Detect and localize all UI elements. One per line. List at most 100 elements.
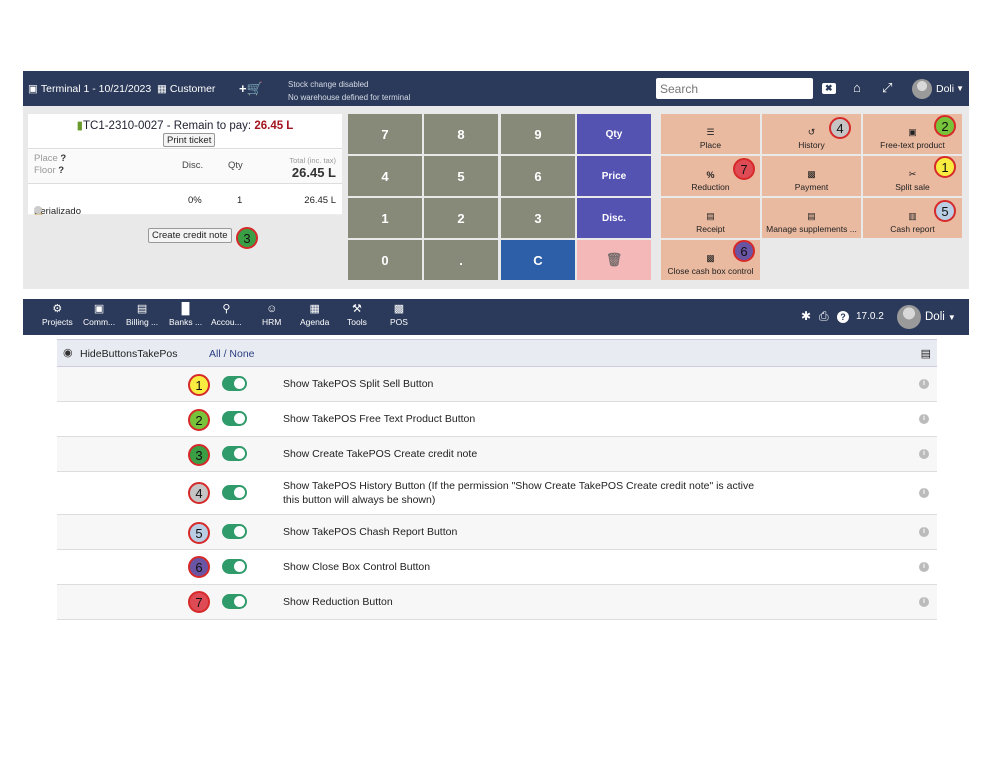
money-icon: ▩ (807, 169, 816, 179)
wrench-icon: ⚒ (351, 303, 362, 315)
qty-button[interactable]: Qty (577, 114, 651, 154)
menu-projects[interactable]: ⚙ Projects (42, 302, 73, 327)
menu-hrm[interactable]: ☺ HRM (262, 302, 281, 327)
toggle-on-switch[interactable] (222, 411, 247, 426)
row-badge-7: 7 (188, 591, 210, 613)
pos-topbar: ▣ Terminal 1 - 10/21/2023 ▦ Customer +🛒 … (23, 71, 969, 106)
row-badge-2: 2 (188, 409, 210, 431)
version-label: 17.0.2 (856, 311, 884, 322)
permission-row: 1 Show TakePOS Split Sell Button i (57, 367, 937, 402)
delete-line-button[interactable]: 🗑 (577, 240, 651, 280)
menu-commercial[interactable]: ▣ Comm... (83, 302, 115, 327)
menu-billing[interactable]: ▤ Billing ... (126, 302, 158, 327)
key-9[interactable]: 9 (501, 114, 575, 154)
toggle-on-switch[interactable] (222, 524, 247, 539)
user-name: Doli (936, 82, 955, 95)
key-3[interactable]: 3 (501, 198, 575, 238)
ticket-line[interactable]: ▣ Serializado 0% 1 26.45 L (28, 184, 342, 217)
briefcase-icon: ▣ (93, 303, 105, 315)
terminal-selector[interactable]: ▣ Terminal 1 - 10/21/2023 (28, 71, 151, 106)
badge-3: 3 (236, 227, 258, 249)
key-dot[interactable]: . (424, 240, 498, 280)
menu-banks[interactable]: █ Banks ... (169, 302, 202, 327)
clear-button[interactable]: C (501, 240, 575, 280)
home-icon[interactable]: ⌂ (853, 80, 861, 95)
place-tile[interactable]: ☰ Place (661, 114, 760, 154)
price-button[interactable]: Price (577, 156, 651, 196)
eye-slash-icon: ◉ (63, 347, 73, 359)
key-0[interactable]: 0 (348, 240, 422, 280)
row-badge-3: 3 (188, 444, 210, 466)
all-none-link[interactable]: All / None (209, 348, 255, 360)
key-1[interactable]: 1 (348, 198, 422, 238)
create-credit-note-button[interactable]: Create credit note (148, 228, 232, 243)
payment-tile[interactable]: ▩ Payment (762, 156, 861, 196)
menu-commercial-label: Comm... (83, 317, 116, 327)
remain-label: - Remain to pay: (163, 120, 255, 132)
chevron-down-icon: ▼ (956, 84, 965, 93)
menu-accounting[interactable]: ⚲ Accou... (211, 302, 242, 327)
toggle-on-switch[interactable] (222, 376, 247, 391)
badge-2: 2 (934, 115, 956, 137)
key-4[interactable]: 4 (348, 156, 422, 196)
history-icon: ↺ (807, 127, 816, 137)
badge-4: 4 (829, 117, 851, 139)
bug-icon[interactable]: ✱ (801, 309, 812, 323)
pos-search-input[interactable] (656, 78, 813, 99)
user-menu[interactable]: Doli ▼ (912, 71, 964, 106)
chevron-down-icon: ▼ (947, 312, 956, 322)
key-6[interactable]: 6 (501, 156, 575, 196)
line-qty: 1 (237, 195, 243, 206)
place-info: Place ? (34, 153, 66, 164)
folder-open-icon[interactable]: ▤ (920, 348, 931, 360)
manage-supplements-tile[interactable]: ▤ Manage supplements ... (762, 198, 861, 238)
avatar (897, 305, 921, 329)
ticket-ref-line: ▮TC1-2310-0027 - Remain to pay: 26.45 L (28, 118, 342, 132)
menu-tools[interactable]: ⚒ Tools (347, 302, 367, 327)
disc-button[interactable]: Disc. (577, 198, 651, 238)
floor-value: ? (58, 165, 65, 176)
user-menu[interactable]: Doli ▼ (897, 305, 956, 329)
badge-1: 1 (934, 156, 956, 178)
toggle-on-switch[interactable] (222, 446, 247, 461)
permission-label: Show Create TakePOS Create credit note (283, 448, 478, 460)
row-badge-4: 4 (188, 482, 210, 504)
key-2[interactable]: 2 (424, 198, 498, 238)
reduction-tile-label: Reduction (691, 182, 730, 192)
help-icon[interactable]: ? (837, 311, 849, 323)
hide-buttons-header: ◉ HideButtonsTakePos All / None ▤ (57, 339, 937, 367)
toggle-on-switch[interactable] (222, 594, 247, 609)
qty-header: Qty (228, 160, 243, 171)
menu-agenda[interactable]: ▦ Agenda (300, 302, 329, 327)
toggle-on-switch[interactable] (222, 559, 247, 574)
info-icon: i (919, 379, 929, 389)
key-5[interactable]: 5 (424, 156, 498, 196)
key-7[interactable]: 7 (348, 114, 422, 154)
ticket-total: 26.45 L (291, 165, 336, 180)
menu-pos[interactable]: ▩ POS (390, 302, 408, 327)
permission-row: 7 Show Reduction Button i (57, 585, 937, 620)
dolibarr-topbar: ⚙ Projects ▣ Comm... ▤ Billing ... █ Banks .… (23, 299, 969, 335)
customer-button[interactable]: ▦ Customer (157, 71, 215, 106)
building-icon: ▦ (157, 82, 167, 95)
ticket-ref-link[interactable]: TC1-2310-0027 (83, 120, 164, 132)
line-product-name: Serializado (34, 206, 81, 217)
permission-label: Show TakePOS Split Sell Button (283, 378, 434, 390)
cube-icon: ▣ (908, 127, 917, 137)
printer-icon[interactable]: ⎙ (819, 309, 829, 323)
key-8[interactable]: 8 (424, 114, 498, 154)
print-ticket-button[interactable]: Print ticket (163, 133, 216, 147)
cash-register-icon: ▩ (393, 303, 405, 315)
toggle-on-switch[interactable] (222, 485, 247, 500)
clear-search-icon[interactable]: ✖ (822, 83, 836, 94)
ticket-header: ▮TC1-2310-0027 - Remain to pay: 26.45 L … (28, 114, 342, 149)
fullscreen-icon[interactable]: ⤢ (882, 80, 893, 95)
receipt-tile[interactable]: ▤ Receipt (661, 198, 760, 238)
floor-label: Floor (34, 165, 56, 176)
info-icon: i (919, 527, 929, 537)
close-box-tile-label: Close cash box control (667, 266, 754, 276)
add-to-cart-icon[interactable]: +🛒 (239, 80, 263, 96)
badge-6: 6 (733, 240, 755, 262)
receipt-tile-label: Receipt (696, 224, 725, 234)
row-badge-5: 5 (188, 522, 210, 544)
